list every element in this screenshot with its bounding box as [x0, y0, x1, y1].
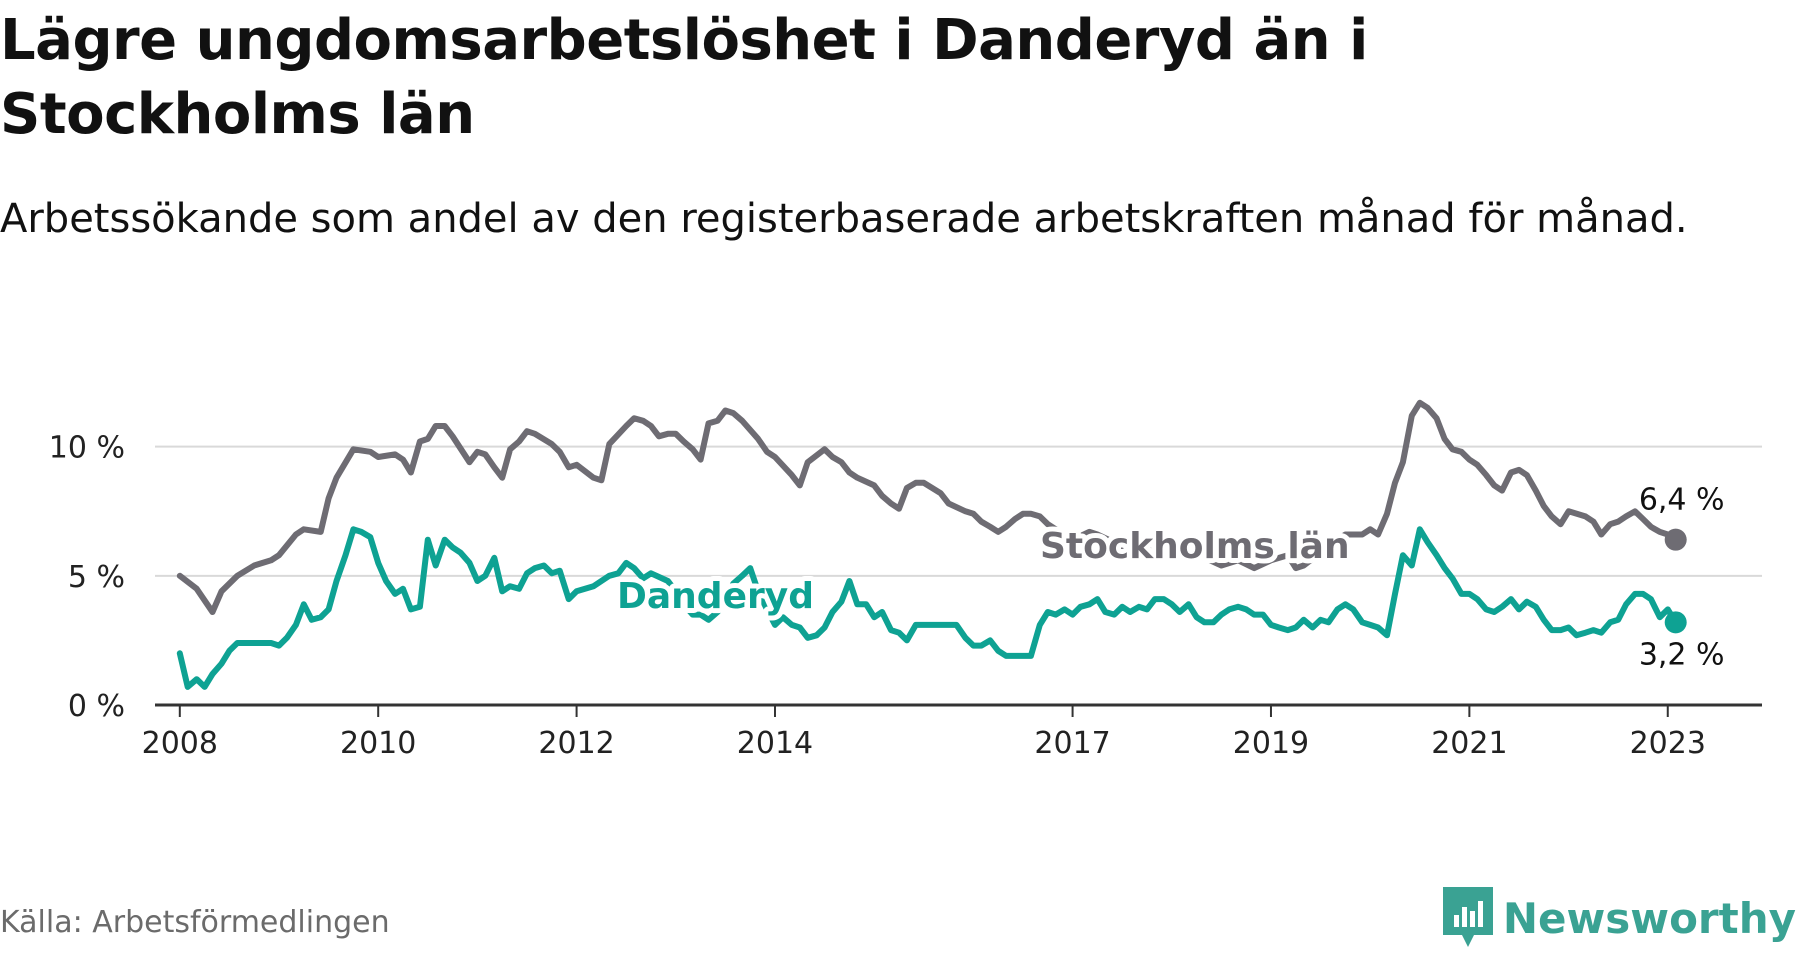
y-tick-label: 5 % — [68, 560, 125, 595]
end-value-label-danderyd: 3,2 % — [1639, 637, 1725, 672]
x-tick-label: 2021 — [1431, 726, 1507, 761]
series-line-danderyd — [176, 526, 1679, 690]
newsworthy-logo-icon — [1442, 887, 1493, 947]
x-tick-label: 2012 — [538, 726, 614, 761]
y-tick-label: 0 % — [68, 689, 125, 724]
series-line-stockholm — [176, 399, 1679, 615]
x-axis: 2008 2010 2012 2014 2017 2019 2021 2023 — [142, 703, 1762, 761]
source-note: Källa: Arbetsförmedlingen — [0, 905, 390, 940]
x-tick-label: 2017 — [1034, 726, 1110, 761]
series-labels: Stockholms län Danderyd 6,4 % 3,2 % — [612, 480, 1728, 676]
x-tick-label: 2023 — [1630, 726, 1706, 761]
end-value-label-stockholm: 6,4 % — [1639, 483, 1725, 518]
series-lines — [176, 399, 1687, 690]
x-tick-label: 2019 — [1233, 726, 1309, 761]
x-tick-label: 2010 — [340, 726, 416, 761]
x-tick-label: 2008 — [142, 726, 218, 761]
series-label-stockholm: Stockholms län — [1040, 526, 1350, 567]
series-end-point — [1664, 528, 1687, 551]
chart-title: Lägre ungdomsarbetslöshet i Danderyd än … — [0, 8, 1368, 147]
line-chart: 0 %5 %10 % 2008 2010 2012 2014 2017 2019 2021 2… — [49, 399, 1762, 761]
brand-name: Newsworthy — [1502, 893, 1796, 943]
series-end-point — [1664, 611, 1687, 634]
x-tick-label: 2014 — [737, 726, 813, 761]
y-axis-tick-labels: 0 % 5 % 10 % — [49, 431, 125, 724]
chart-subtitle: Arbetssökande som andel av den registerb… — [0, 196, 1688, 242]
brand-logo: Newsworthy — [1442, 882, 1796, 954]
y-tick-label: 10 % — [49, 431, 125, 466]
series-label-danderyd: Danderyd — [617, 576, 814, 617]
